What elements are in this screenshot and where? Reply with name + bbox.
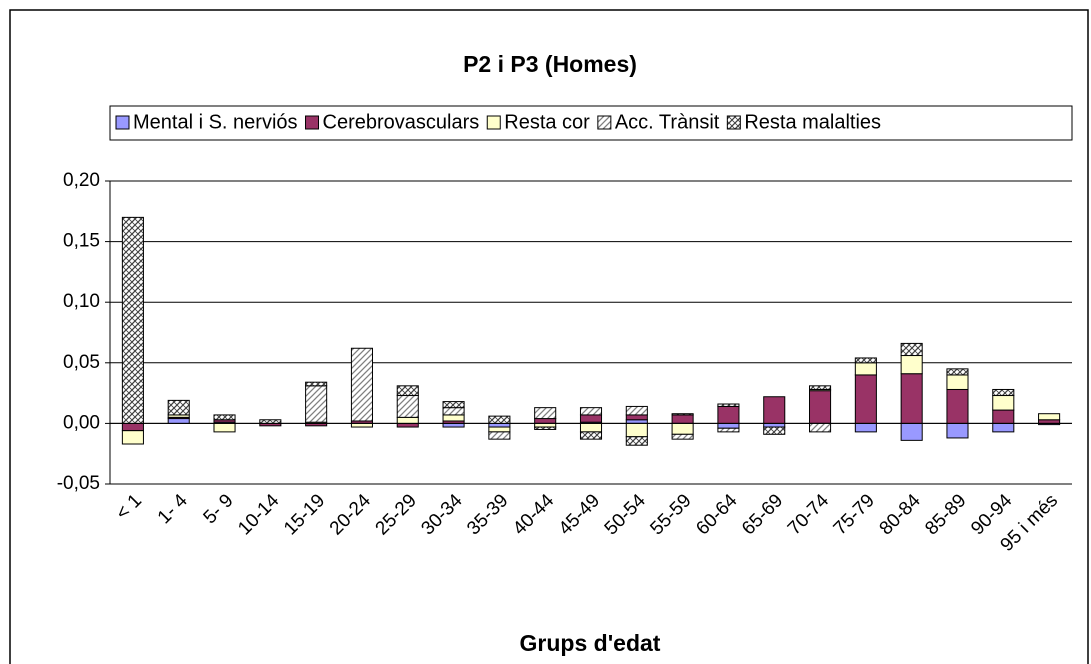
legend-swatch	[305, 115, 320, 130]
bar-segment	[763, 426, 786, 435]
bar-segment	[992, 395, 1015, 411]
bar-segment	[579, 431, 603, 440]
bar-segment	[534, 418, 557, 424]
legend-swatch	[726, 115, 741, 130]
y-tick-label: 0,10	[63, 291, 100, 312]
bar-segment	[625, 414, 648, 421]
bar-segment	[442, 407, 465, 416]
bar-segment	[717, 403, 740, 407]
bar-segment	[396, 416, 419, 424]
legend-swatch	[597, 115, 612, 130]
bar-segment	[717, 427, 740, 433]
bar-segment	[579, 407, 603, 416]
bar-segment	[671, 413, 694, 416]
bar-segment	[488, 426, 511, 433]
bar-segment	[488, 415, 511, 424]
bar-segment	[946, 374, 969, 390]
legend-label: Resta malalties	[744, 111, 881, 133]
chart-title: P2 i P3 (Homes)	[463, 51, 637, 77]
bar-segment	[809, 390, 832, 424]
bar-segment	[854, 362, 877, 376]
bar-segment	[305, 381, 328, 387]
bar-segment	[717, 405, 740, 424]
bar-segment	[854, 357, 877, 364]
bar-segment	[167, 418, 190, 424]
x-axis-label: Grups d'edat	[520, 630, 661, 656]
bar-segment	[900, 355, 923, 375]
bar-segment	[579, 422, 603, 433]
bar-segment	[534, 407, 557, 420]
y-tick-label: 0,05	[63, 352, 100, 373]
legend-label: Mental i S. nerviós	[133, 111, 298, 133]
legend-label: Acc. Trànsit	[615, 111, 720, 133]
legend-swatch	[115, 115, 130, 130]
bar-segment	[946, 368, 969, 376]
bar-segment	[121, 430, 144, 445]
bar-segment	[900, 373, 923, 424]
bar-segment	[717, 422, 740, 429]
bar-segment	[1038, 413, 1061, 421]
bar-segment	[625, 419, 648, 424]
bar-segment	[442, 401, 465, 409]
bar-segment	[442, 414, 465, 422]
bar-segment	[213, 422, 236, 433]
bar-segment	[396, 422, 419, 428]
bar-segment	[1038, 419, 1061, 424]
bar-segment	[671, 422, 694, 435]
bar-segment	[259, 419, 282, 424]
bar-segment	[213, 414, 236, 421]
bar-segment	[900, 422, 923, 441]
bar-segment	[946, 388, 969, 424]
bar-segment	[442, 422, 465, 428]
bar-segment	[396, 395, 419, 418]
legend-label: Resta cor	[504, 111, 590, 133]
y-tick-label: 0,20	[63, 170, 100, 191]
bar-segment	[854, 374, 877, 424]
legend-label: Cerebrovasculars	[323, 111, 480, 133]
bar-segment	[534, 422, 557, 428]
legend-box	[109, 105, 1073, 141]
bar-segment	[671, 433, 694, 440]
bar-segment	[946, 422, 969, 439]
bar-segment	[625, 422, 648, 438]
bar-segment	[671, 414, 694, 424]
bar-segment	[396, 385, 419, 397]
bar-segment	[488, 422, 511, 428]
bar-segment	[763, 396, 786, 424]
bar-segment	[854, 422, 877, 433]
bar-segment	[579, 414, 603, 423]
y-tick-label: 0,15	[63, 231, 100, 252]
bar-segment	[121, 422, 144, 432]
bar-segment	[809, 422, 832, 433]
bar-segment	[305, 385, 328, 423]
bar-segment	[625, 436, 648, 446]
legend-swatch	[486, 115, 501, 130]
bar-segment	[763, 422, 786, 428]
bar-segment	[488, 431, 511, 440]
bar-segment	[992, 409, 1015, 424]
y-tick-label: 0,00	[63, 412, 100, 433]
bar-segment	[992, 388, 1015, 397]
bar-segment	[534, 426, 557, 430]
bar-segment	[350, 347, 373, 422]
bar-segment	[121, 216, 144, 424]
bar-segment	[625, 405, 648, 416]
bar-segment	[167, 399, 190, 416]
y-tick-label: -0,05	[57, 473, 100, 494]
bar-segment	[350, 422, 373, 428]
bar-segment	[992, 422, 1015, 433]
bar-segment	[900, 342, 923, 357]
bar-segment	[809, 385, 832, 390]
